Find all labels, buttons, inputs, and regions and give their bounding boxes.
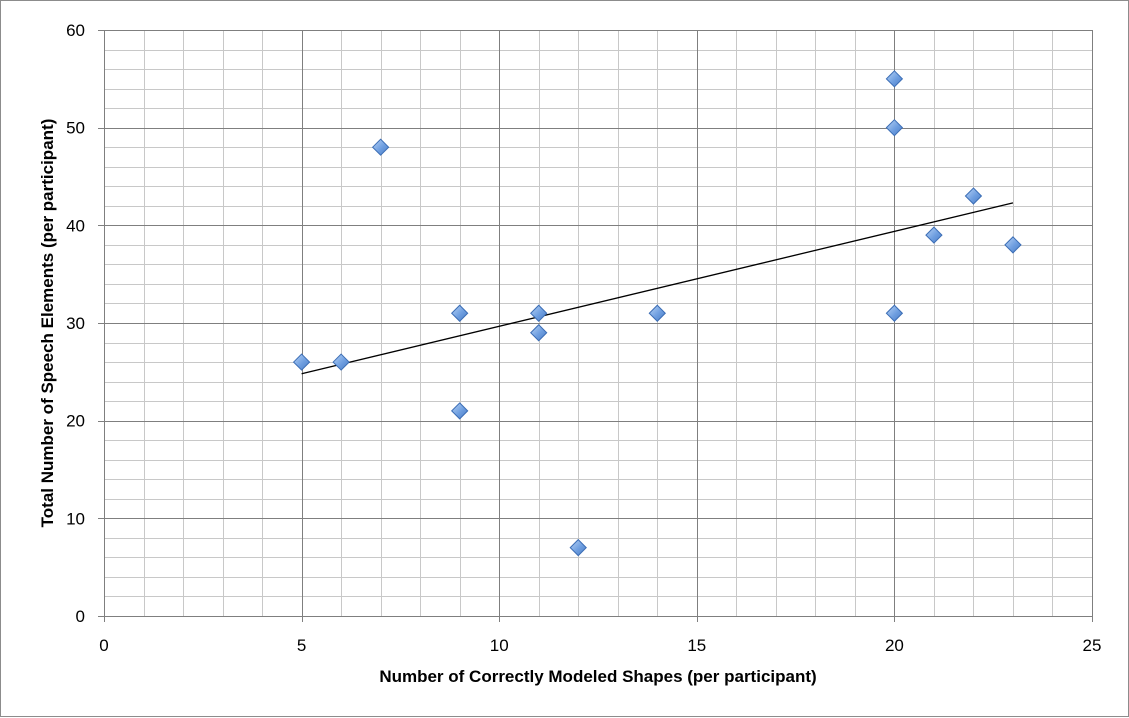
data-point-2 bbox=[332, 353, 350, 371]
x-tick-label: 10 bbox=[490, 636, 509, 655]
data-point-5 bbox=[450, 402, 469, 420]
data-point-14 bbox=[964, 187, 983, 205]
x-tick-label: 20 bbox=[885, 636, 904, 655]
data-point-13 bbox=[925, 226, 943, 244]
y-axis-title: Total Number of Speech Elements (per par… bbox=[38, 119, 57, 528]
y-tick-label: 40 bbox=[66, 216, 85, 235]
x-tick-label: 15 bbox=[687, 636, 706, 655]
data-point-9 bbox=[648, 304, 666, 322]
y-tick-label: 0 bbox=[76, 607, 85, 626]
data-point-3 bbox=[371, 138, 390, 156]
x-axis-title: Number of Correctly Modeled Shapes (per … bbox=[379, 667, 816, 686]
x-tick-label: 25 bbox=[1083, 636, 1102, 655]
data-point-6 bbox=[530, 304, 548, 322]
data-points bbox=[292, 70, 1022, 557]
y-tick-label: 20 bbox=[66, 412, 85, 431]
x-tick-label: 0 bbox=[99, 636, 108, 655]
plot-area-border bbox=[104, 30, 1093, 617]
data-point-7 bbox=[530, 324, 548, 342]
y-axis-tick-labels: 0 10 20 30 40 50 60 bbox=[66, 21, 85, 626]
y-tick-label: 10 bbox=[66, 509, 85, 528]
linear-trendline bbox=[301, 202, 1014, 375]
x-tick-label: 5 bbox=[297, 636, 306, 655]
data-point-15 bbox=[1004, 236, 1022, 254]
data-point-1 bbox=[292, 353, 311, 371]
data-point-8 bbox=[569, 538, 587, 557]
y-tick-label: 50 bbox=[66, 119, 85, 138]
data-point-12 bbox=[885, 304, 904, 322]
data-point-4 bbox=[450, 304, 469, 322]
data-point-10 bbox=[885, 70, 904, 88]
data-point-11 bbox=[885, 118, 904, 137]
y-tick-label: 60 bbox=[66, 21, 85, 40]
y-tick-label: 30 bbox=[66, 314, 85, 333]
x-axis-tick-labels: 0 5 10 15 20 25 bbox=[99, 636, 1101, 655]
major-gridlines bbox=[98, 30, 1093, 622]
